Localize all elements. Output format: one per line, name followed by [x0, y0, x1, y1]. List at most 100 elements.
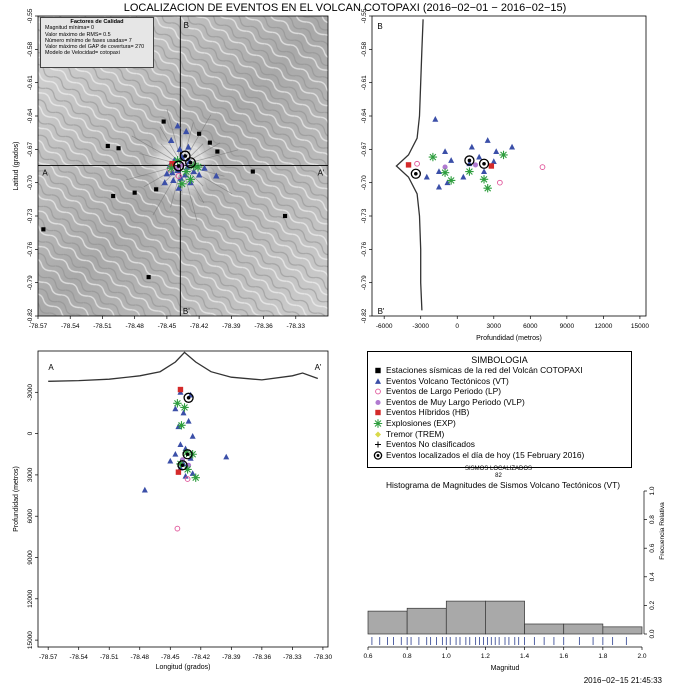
x-tick-label: -78.33: [287, 323, 306, 330]
y-tick-label: -0.73: [361, 208, 368, 223]
y-tick-label: 9000: [27, 550, 34, 565]
drainage-line: [160, 143, 176, 159]
profile-label-b: B: [184, 21, 189, 30]
x-tick-label: 0.6: [363, 653, 372, 660]
vt-event: [170, 176, 177, 184]
explosion-event: [479, 175, 489, 184]
histogram-bar: [445, 600, 486, 635]
x-tick-label: 1.6: [559, 653, 568, 660]
legend-marker: [375, 441, 381, 448]
explosion-event: [180, 403, 189, 412]
x-tick-label: -78.48: [125, 323, 144, 330]
vt-event: [174, 122, 181, 129]
topography-profile: [395, 19, 424, 311]
y-tick-label: -0.67: [27, 142, 34, 157]
hybrid-event: [405, 162, 412, 168]
vt-event: [213, 172, 220, 179]
x-tick-label: 9000: [560, 323, 575, 330]
vt-event: [185, 143, 192, 150]
vt-event: [435, 183, 442, 190]
y-tick-label: -0.58: [27, 42, 34, 57]
today-event: [177, 460, 188, 471]
y-tick-label: 3000: [27, 467, 34, 482]
today-event: [185, 157, 196, 169]
legend-label: Eventos localizados el día de hoy (15 Fe…: [386, 449, 585, 460]
hybrid-event: [488, 163, 495, 169]
today-event-outer: [173, 160, 185, 172]
seismic-station: [111, 193, 116, 199]
legend-marker: [375, 367, 381, 374]
seismic-station: [197, 131, 202, 136]
y-tick-label: -0.70: [361, 175, 368, 190]
legend-marker: [373, 419, 383, 428]
y-tick-label: 0.2: [649, 601, 656, 610]
y-axis-label: Frecuencia Relativa: [659, 502, 666, 560]
x-tick-label: -78.45: [158, 323, 177, 330]
vt-event: [183, 128, 190, 135]
y-tick-label: -0.82: [27, 308, 34, 323]
explosion-event: [183, 465, 192, 474]
vt-event: [161, 179, 168, 186]
vt-event: [182, 472, 189, 479]
topography-profile: [48, 351, 319, 382]
legend-marker: [375, 388, 381, 395]
vt-event: [141, 486, 148, 493]
generated-timestamp: 2016−02−15 21:45:33: [583, 676, 662, 685]
y-tick-label: -0.64: [361, 108, 368, 123]
vt-event: [190, 168, 197, 175]
quality-line: Modelo de Velocidad= cotopaxi: [45, 50, 120, 57]
depth-lon-frame: [37, 350, 329, 648]
legend-symbol: [375, 377, 381, 384]
legend-item: Tremor (TREM): [368, 429, 631, 440]
legend-symbol: [375, 431, 381, 438]
legend-label: Eventos de Muy Largo Periodo (VLP): [386, 396, 525, 407]
legend-marker: [373, 451, 383, 460]
explosion-event: [499, 150, 508, 160]
x-tick-label: -78.36: [254, 323, 273, 330]
today-event-inner: [176, 164, 181, 168]
x-tick-label: -78.45: [161, 654, 180, 661]
legend-symbol: [375, 388, 381, 395]
legend-item: Estaciones sísmicas de la red del Volcán…: [368, 365, 631, 376]
hybrid-event: [175, 469, 182, 475]
x-tick-label: 2.0: [637, 653, 646, 660]
vt-event: [435, 168, 442, 174]
legend-item: Eventos Híbridos (HB): [368, 407, 631, 418]
vt-event: [460, 173, 467, 180]
profile-label-b2: B': [183, 307, 190, 316]
seismic-station: [132, 190, 137, 195]
today-event: [179, 150, 191, 162]
seismic-station: [116, 146, 121, 151]
histogram-bar: [563, 623, 604, 635]
today-event-inner: [414, 171, 418, 176]
lp-event: [174, 525, 181, 532]
legend-marker: [375, 410, 381, 416]
x-axis-label: Magnitud: [491, 665, 520, 672]
vt-event: [169, 169, 176, 176]
depth-longitude-panel: A A' -78.57 -78.54 -78.51 -78.48 -78.45 -78.42 -…: [13, 350, 333, 671]
drainage-line: [190, 169, 233, 195]
x-tick-label: -78.51: [93, 323, 112, 330]
drainage-line: [184, 174, 198, 222]
legend-marker-inner: [376, 453, 380, 457]
x-axis-label: Longitud (grados): [156, 664, 211, 671]
y-tick-label: -0.61: [361, 75, 368, 90]
hybrid-event: [177, 386, 184, 393]
y-tick-label: -0.79: [361, 275, 368, 290]
quality-line: Valor máximo del GAP de covertura= 270: [45, 44, 145, 51]
vt-event: [163, 170, 171, 177]
y-tick-label: -0.73: [27, 208, 34, 223]
histogram-bar: [485, 600, 525, 635]
drainage-line: [188, 171, 204, 187]
vt-event: [167, 457, 174, 464]
vt-event: [476, 153, 483, 160]
vt-event: [195, 171, 203, 178]
sismos-localizados: SISMOS LOCALIZADOS 82: [367, 466, 630, 480]
vt-event: [223, 453, 230, 460]
legend-item: Eventos localizados el día de hoy (15 Fe…: [368, 450, 631, 461]
x-tick-label: 1.2: [481, 653, 490, 660]
vt-event: [423, 173, 430, 180]
x-tick-label: -78.36: [253, 654, 272, 661]
profile-label-b2: B': [378, 307, 385, 316]
vt-event: [201, 164, 208, 171]
